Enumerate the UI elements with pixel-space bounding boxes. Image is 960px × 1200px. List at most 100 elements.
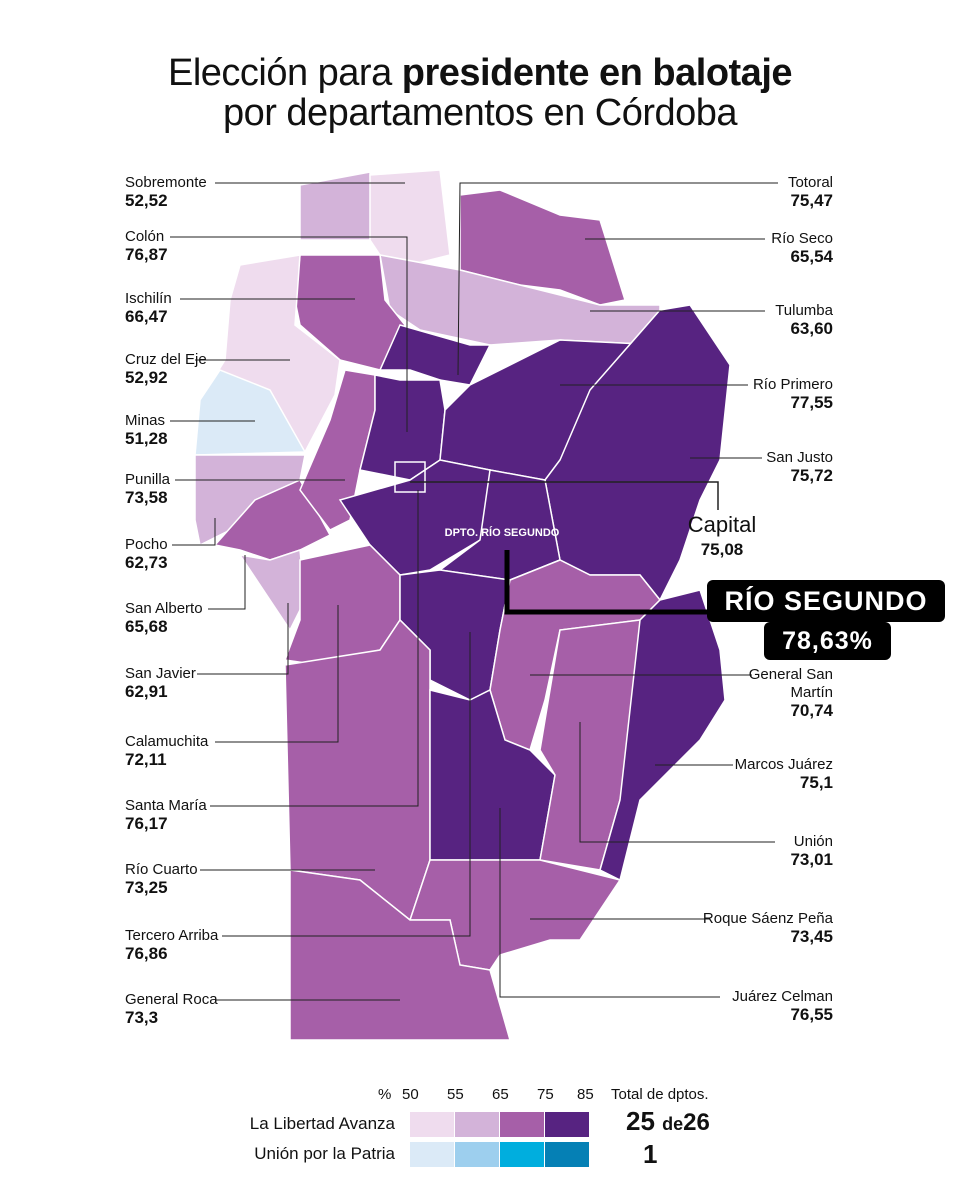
department-label: San Alberto 65,68: [125, 600, 203, 636]
leader-line: [197, 603, 289, 675]
department-name: Unión: [793, 833, 833, 850]
department-name: Colón: [125, 228, 165, 245]
highlight-line: [504, 550, 707, 615]
leader-lines: [170, 182, 778, 1001]
leader-line: [410, 481, 719, 510]
department-label: Cruz del Eje 52,92: [125, 351, 207, 387]
department-value: 73,58: [125, 488, 168, 507]
party: Unión por la Patria: [254, 1144, 395, 1163]
sobremonte: [369, 169, 451, 266]
map-label: DPTO. RÍO SEGUNDO: [445, 526, 560, 539]
department-name: Minas: [125, 412, 166, 429]
department-value: 76,55: [790, 1005, 833, 1024]
department-value: 51,28: [125, 429, 168, 448]
department-name: Marcos Juárez: [734, 756, 833, 773]
legend-break: 50: [402, 1086, 419, 1103]
leader-line: [457, 182, 778, 376]
department-label: Colón 76,87: [125, 228, 168, 264]
department-name: Río Primero: [752, 376, 833, 393]
department-value: 75,72: [790, 466, 833, 485]
party: La Libertad Avanza: [249, 1114, 395, 1133]
department-value: 65,54: [790, 247, 833, 266]
swatch: [455, 1112, 499, 1137]
department-value: 75,1: [799, 773, 833, 792]
department-value: 62,73: [125, 553, 168, 572]
legend-break: 55: [447, 1086, 464, 1103]
swatch: [410, 1112, 454, 1137]
leader-line: [215, 605, 339, 743]
legend-swatches: [410, 1112, 589, 1167]
department-value: 73,01: [790, 850, 833, 869]
department-name: Calamuchita: [125, 733, 209, 750]
title-bold: presidente en balotaje: [401, 52, 793, 94]
department-name: Sobremonte: [125, 174, 207, 191]
department-label: Roque Sáenz Peña 73,45: [703, 910, 833, 946]
department-name: Tulumba: [775, 302, 833, 319]
department-name: General Roca: [125, 991, 218, 1008]
region: [299, 171, 373, 241]
highlight-name: RÍO SEGUNDO: [707, 580, 945, 622]
general-roca: [289, 869, 511, 1041]
department-label: Minas 51,28: [125, 412, 168, 448]
department-value: 66,47: [125, 307, 168, 326]
department-name: Punilla: [125, 471, 171, 488]
swatch: [545, 1112, 589, 1137]
department-name: San Justo: [766, 449, 833, 466]
department-value: 76,17: [125, 814, 168, 833]
department-name: San Alberto: [125, 600, 203, 617]
count-row: 25 de26: [626, 1106, 710, 1137]
san-javier: [238, 548, 306, 632]
department-name: Roque Sáenz Peña: [702, 910, 833, 927]
department-label: San Justo 75,72: [766, 449, 833, 485]
department-name: General San Martín: [748, 666, 833, 701]
department-name: Río Cuarto: [125, 861, 198, 878]
department-name: Juárez Celman: [732, 988, 833, 1005]
department-name: San Javier: [125, 665, 196, 682]
count: 1: [643, 1139, 658, 1169]
leader-line: [172, 518, 216, 546]
department-label: Totoral 75,47: [788, 174, 833, 210]
department-label: Pocho 62,73: [125, 536, 168, 572]
department-name: Pocho: [125, 536, 168, 553]
department-name: Tercero Arriba: [125, 927, 219, 944]
legend-total-header: Total de dptos.: [611, 1086, 709, 1103]
department-label: San Javier 62,91: [125, 665, 196, 701]
department-label: Ischilín 66,47: [125, 290, 172, 326]
leader-line: [208, 555, 246, 610]
department-label: Tulumba 63,60: [775, 302, 833, 338]
department-label: General Roca 73,3: [125, 991, 218, 1027]
swatch: [500, 1112, 544, 1137]
total: 26: [683, 1109, 710, 1136]
legend-break: 85: [577, 1086, 594, 1103]
department-value: 77,55: [790, 393, 833, 412]
swatch: [500, 1142, 544, 1167]
department-shapes: [194, 169, 731, 1041]
leader-line: [579, 722, 775, 843]
department-label: Río Primero 77,55: [753, 376, 833, 412]
title-line-2: por departamentos en Córdoba: [222, 92, 738, 134]
capital-name: Capital: [688, 512, 756, 537]
department-label: Río Cuarto 73,25: [125, 861, 198, 897]
department-name: Cruz del Eje: [125, 351, 207, 368]
department-label: Marcos Juárez 75,1: [735, 756, 833, 792]
leader-line: [499, 808, 720, 998]
legend-unit: %: [378, 1086, 392, 1103]
department-label: Sobremonte 52,52: [125, 174, 207, 210]
title-line-1: Elección para presidente en balotaje: [0, 52, 960, 95]
swatch: [455, 1142, 499, 1167]
of: de: [662, 1114, 684, 1134]
legend-break: 65: [492, 1086, 509, 1103]
department-label: Río Seco 65,54: [771, 230, 833, 266]
highlight-value: 78,63%: [764, 622, 891, 660]
department-label: Santa María 76,17: [125, 797, 207, 833]
department-label: Calamuchita 72,11: [125, 733, 208, 769]
department-value: 62,91: [125, 682, 168, 701]
department-value: 72,11: [125, 750, 167, 769]
department-value: 52,92: [125, 368, 168, 387]
department-label: Juárez Celman 76,55: [732, 988, 833, 1024]
department-value: 65,68: [125, 617, 168, 636]
department-value: 70,74: [790, 701, 833, 720]
marcos-juarez: [599, 589, 726, 882]
